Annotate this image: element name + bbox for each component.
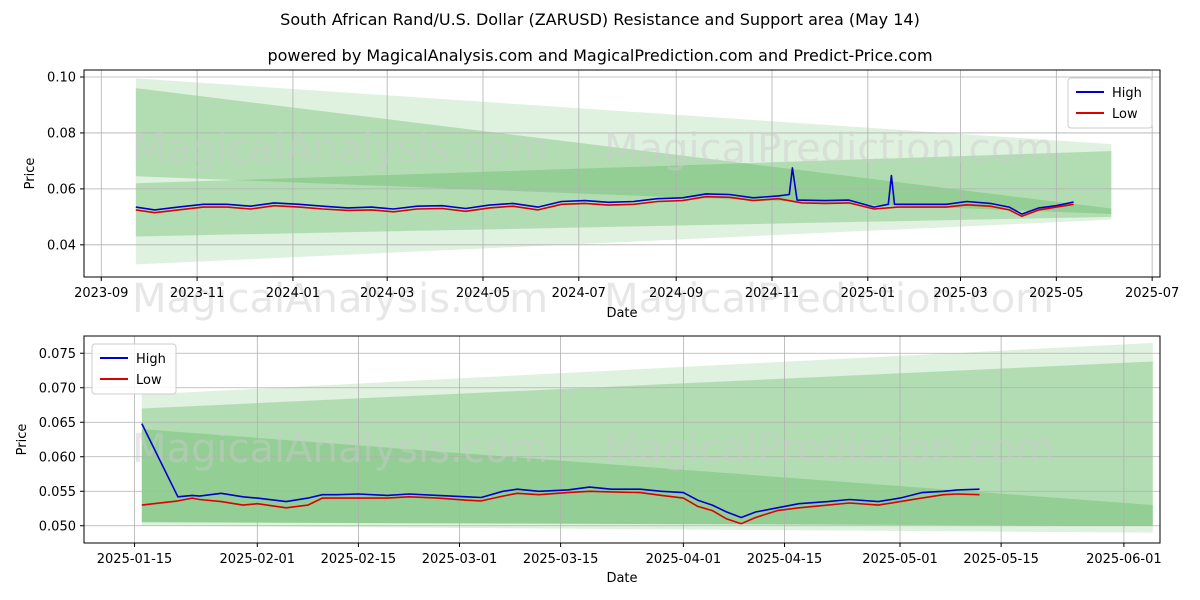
- chart2-ytick-label-3: 0.060: [39, 450, 76, 465]
- chart1-xtick-label-10: 2025-03: [933, 286, 987, 301]
- chart2-ytick-label-6: 0.075: [39, 347, 76, 362]
- chart2-watermark-1: MagicalAnalysis.com: [132, 426, 548, 472]
- chart2-ylabel: Price: [15, 424, 30, 456]
- chart1-xtick-label-3: 2024-01: [266, 286, 320, 301]
- chart2-legend-label-low: Low: [136, 373, 162, 388]
- chart2-xtick-label-6: 2025-04-01: [646, 552, 722, 567]
- chart2-legend: [91, 343, 177, 395]
- chart1-ylabel: Price: [23, 158, 38, 190]
- chart2-xtick-label-5: 2025-03-15: [523, 552, 599, 567]
- chart1-watermark-2: MagicalPrediction.com: [604, 126, 1054, 172]
- chart1-xtick-label-8: 2024-11: [745, 286, 799, 301]
- chart1-xtick-label-2: 2023-11: [170, 286, 224, 301]
- chart1-legend: [1067, 77, 1153, 129]
- chart2-ytick-label-4: 0.065: [39, 416, 76, 431]
- chart-title: South African Rand/U.S. Dollar (ZARUSD) …: [280, 10, 920, 29]
- chart2-legend-label-high: High: [136, 352, 166, 367]
- chart2-xtick-label-9: 2025-05-15: [963, 552, 1039, 567]
- chart1-xtick-label-11: 2025-05: [1029, 286, 1083, 301]
- chart1-series-high: [135, 167, 1074, 215]
- chart2-xtick-label-4: 2025-03-01: [422, 552, 498, 567]
- chart1-ytick-label-3: 0.08: [47, 126, 76, 141]
- chart1-series-low: [135, 195, 1074, 218]
- chart2-xtick-label-8: 2025-05-01: [862, 552, 938, 567]
- chart1-xtick-label-1: 2023-09: [74, 286, 128, 301]
- chart2-ytick-label-1: 0.050: [39, 519, 76, 534]
- chart2-xlabel: Date: [606, 571, 637, 586]
- chart2-xtick-label-3: 2025-02-15: [321, 552, 397, 567]
- chart1-watermark-4: MagicalPrediction.com: [604, 276, 1054, 322]
- chart1-frame: [83, 69, 1161, 278]
- chart2-ytick-label-5: 0.070: [39, 381, 76, 396]
- chart1-xtick-label-6: 2024-07: [552, 286, 606, 301]
- chart1-ytick-label-1: 0.04: [47, 238, 76, 253]
- chart1-xtick-label-4: 2024-03: [360, 286, 414, 301]
- chart1-watermark-1: MagicalAnalysis.com: [132, 126, 548, 172]
- chart2-watermark-2: MagicalPrediction.com: [604, 426, 1054, 472]
- chart1-xtick-label-5: 2024-05: [456, 286, 510, 301]
- chart1-ytick-label-4: 0.10: [47, 70, 76, 85]
- chart2-series-low: [141, 490, 980, 525]
- chart2-xtick-label-7: 2025-04-15: [747, 552, 823, 567]
- chart1-watermark-3: MagicalAnalysis.com: [132, 276, 548, 322]
- chart1-xtick-label-9: 2025-01: [841, 286, 895, 301]
- chart2-series-high: [141, 423, 980, 519]
- chart1-legend-label-low: Low: [1112, 107, 1138, 122]
- chart2-frame: [83, 335, 1161, 544]
- chart1-xlabel: Date: [606, 306, 637, 321]
- chart1-xtick-label-12: 2025-07: [1125, 286, 1179, 301]
- chart2-ytick-label-2: 0.055: [39, 485, 76, 500]
- chart2-xtick-label-10: 2025-06-01: [1086, 552, 1162, 567]
- chart2-xtick-label-2: 2025-02-01: [220, 552, 296, 567]
- chart1-xtick-label-7: 2024-09: [649, 286, 703, 301]
- chart1-legend-label-high: High: [1112, 86, 1142, 101]
- chart-subtitle: powered by MagicalAnalysis.com and Magic…: [267, 46, 933, 65]
- chart2-xtick-label-1: 2025-01-15: [97, 552, 173, 567]
- chart1-ytick-label-2: 0.06: [47, 182, 76, 197]
